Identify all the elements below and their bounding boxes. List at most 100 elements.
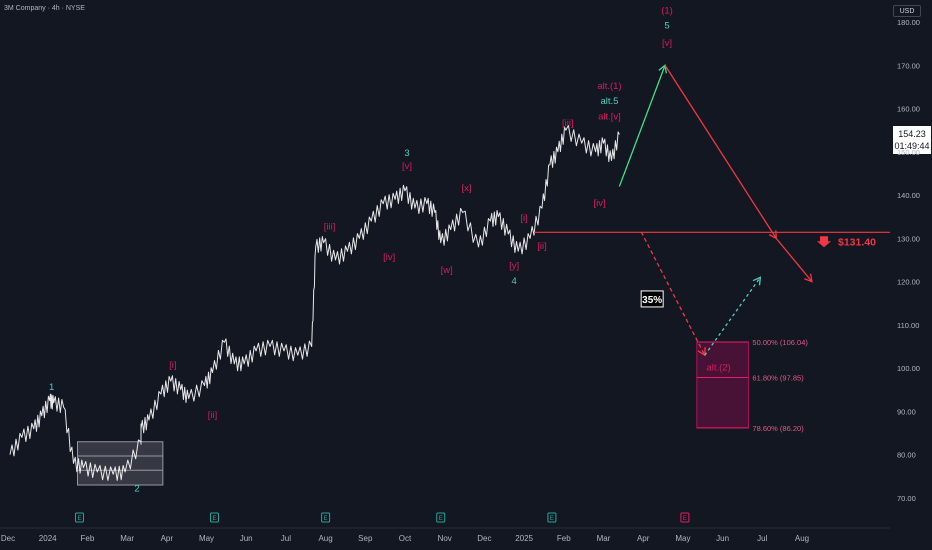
wave-label: 3 — [404, 148, 409, 159]
earnings-icon — [74, 512, 84, 523]
fib-zone — [696, 341, 749, 429]
fib-level-label: 78.60% (86.20) — [752, 424, 804, 433]
y-tick-label: 70.00 — [897, 494, 916, 503]
wave-label: [v] — [662, 38, 672, 49]
x-axis: Dec 2024 Feb Mar Apr May Jun Jul Aug Sep Oct Nov Dec… — [0, 527, 890, 543]
fib-zone-layer: 50.00% (106.04) 61.80% (97.85) 78.60% (86.… — [696, 338, 808, 433]
x-tick-label: Apr — [637, 534, 650, 543]
x-tick-label: Feb — [557, 534, 571, 543]
probability-label: 35% — [642, 295, 662, 306]
x-tick-label: 2024 — [39, 534, 57, 543]
wave-label: alt.5 — [600, 96, 618, 107]
x-tick-label: Oct — [399, 534, 412, 543]
x-tick-label: Jun — [240, 534, 253, 543]
y-tick-label: 170.00 — [897, 61, 920, 70]
future-earnings-icon-glyph: E — [683, 516, 687, 522]
earnings-icon — [436, 512, 446, 523]
projection-line-0 — [618, 65, 666, 187]
wave-label: [i] — [169, 360, 176, 371]
currency-button[interactable]: USD — [893, 5, 921, 17]
projection-arrow-0 — [658, 64, 667, 74]
wave-label: alt.(1) — [597, 81, 621, 92]
bar-countdown: 01:49:44 — [894, 141, 930, 151]
wave-label: [w] — [441, 265, 453, 276]
projection-line-1 — [664, 64, 777, 239]
wave-label: 2 — [134, 484, 139, 495]
x-tick-label: Apr — [161, 534, 174, 543]
last-price-tag: 154.23 01:49:44 — [893, 126, 931, 154]
wave-label: [y] — [509, 261, 519, 272]
y-tick-label: 140.00 — [897, 191, 920, 200]
y-tick-label: 150.00 — [897, 148, 920, 157]
projection-layer: 35% — [618, 64, 813, 357]
x-tick-label: Mar — [120, 534, 134, 543]
earnings-icon-glyph: E — [324, 516, 328, 522]
x-tick-label: Jun — [716, 534, 729, 543]
fib-level-label: 61.80% (97.85) — [752, 373, 804, 382]
x-tick-label: Aug — [318, 534, 332, 543]
wave-label: [x] — [462, 183, 472, 194]
future-earnings-icon — [680, 512, 690, 523]
wave-label: alt.(2) — [706, 362, 730, 373]
wave-label: [iii] — [324, 222, 336, 233]
wave-labels-layer: 1 2 [i] [ii] [iii] [iv] 3 [v] [w] [x] [y] 4 [i] [ii] [… — [49, 5, 731, 494]
y-tick-label: 160.00 — [897, 105, 920, 114]
wave-label: 5 — [664, 20, 669, 31]
projection-line-3 — [640, 231, 706, 356]
y-tick-label: 90.00 — [897, 407, 916, 416]
projection-arrow-1 — [768, 230, 777, 240]
x-tick-label: May — [675, 534, 690, 543]
x-tick-label: Jul — [757, 534, 767, 543]
level-layer: $131.40 — [534, 231, 890, 248]
y-tick-label: 120.00 — [897, 278, 920, 287]
wave-label: 1 — [49, 382, 54, 393]
y-tick-label: 130.00 — [897, 234, 920, 243]
x-tick-label: Feb — [81, 534, 95, 543]
x-tick-label: Mar — [597, 534, 611, 543]
chart-title: 3M Company · 4h · NYSE — [4, 5, 85, 12]
wave-label: alt.[v] — [598, 111, 621, 122]
x-tick-label: Sep — [358, 534, 373, 543]
x-tick-label: Nov — [438, 534, 452, 543]
y-tick-label: 100.00 — [897, 364, 920, 373]
x-tick-label: May — [199, 534, 214, 543]
wave-label: [v] — [402, 161, 412, 172]
wave-label: [ii] — [208, 410, 218, 421]
wave-label: [i] — [520, 213, 527, 224]
x-tick-label: Aug — [795, 534, 809, 543]
wave-label: (1) — [661, 5, 673, 16]
probability-box — [640, 290, 664, 308]
y-tick-label: 110.00 — [897, 321, 919, 330]
earnings-icon-glyph: E — [439, 516, 443, 522]
down-arrow-icon — [817, 236, 831, 248]
earnings-icon-glyph: E — [77, 516, 81, 522]
wave-label: [iv] — [383, 252, 395, 263]
projection-arrow-2 — [804, 273, 813, 283]
earnings-icon-glyph: E — [550, 516, 554, 522]
level-label: $131.40 — [838, 236, 876, 248]
y-axis: 70.00 80.00 90.00 100.00 110.00 120.00 130.00 1… — [897, 18, 920, 503]
earnings-icon — [547, 512, 557, 523]
price-layer — [9, 124, 620, 481]
last-price: 154.23 — [898, 129, 926, 139]
earnings-icon — [321, 512, 331, 523]
fib-level-label: 50.00% (106.04) — [752, 338, 808, 347]
earnings-icon-glyph: E — [212, 516, 216, 522]
price-line — [9, 124, 620, 481]
support-box — [76, 441, 164, 486]
x-tick-label: 2025 — [515, 534, 533, 543]
y-tick-label: 180.00 — [897, 18, 920, 27]
projection-line-2 — [775, 237, 813, 283]
wave-label: [ii] — [537, 241, 547, 252]
wave-label: [iii] — [562, 118, 574, 129]
wave-label: 4 — [512, 276, 517, 287]
wave-label: [iv] — [593, 198, 605, 209]
projection-arrow-4 — [752, 276, 762, 286]
y-tick-label: 80.00 — [897, 451, 916, 460]
projection-line-4 — [704, 276, 761, 356]
x-tick-label: Dec — [1, 534, 15, 543]
x-tick-label: Jul — [281, 534, 291, 543]
x-tick-label: Dec — [477, 534, 491, 543]
